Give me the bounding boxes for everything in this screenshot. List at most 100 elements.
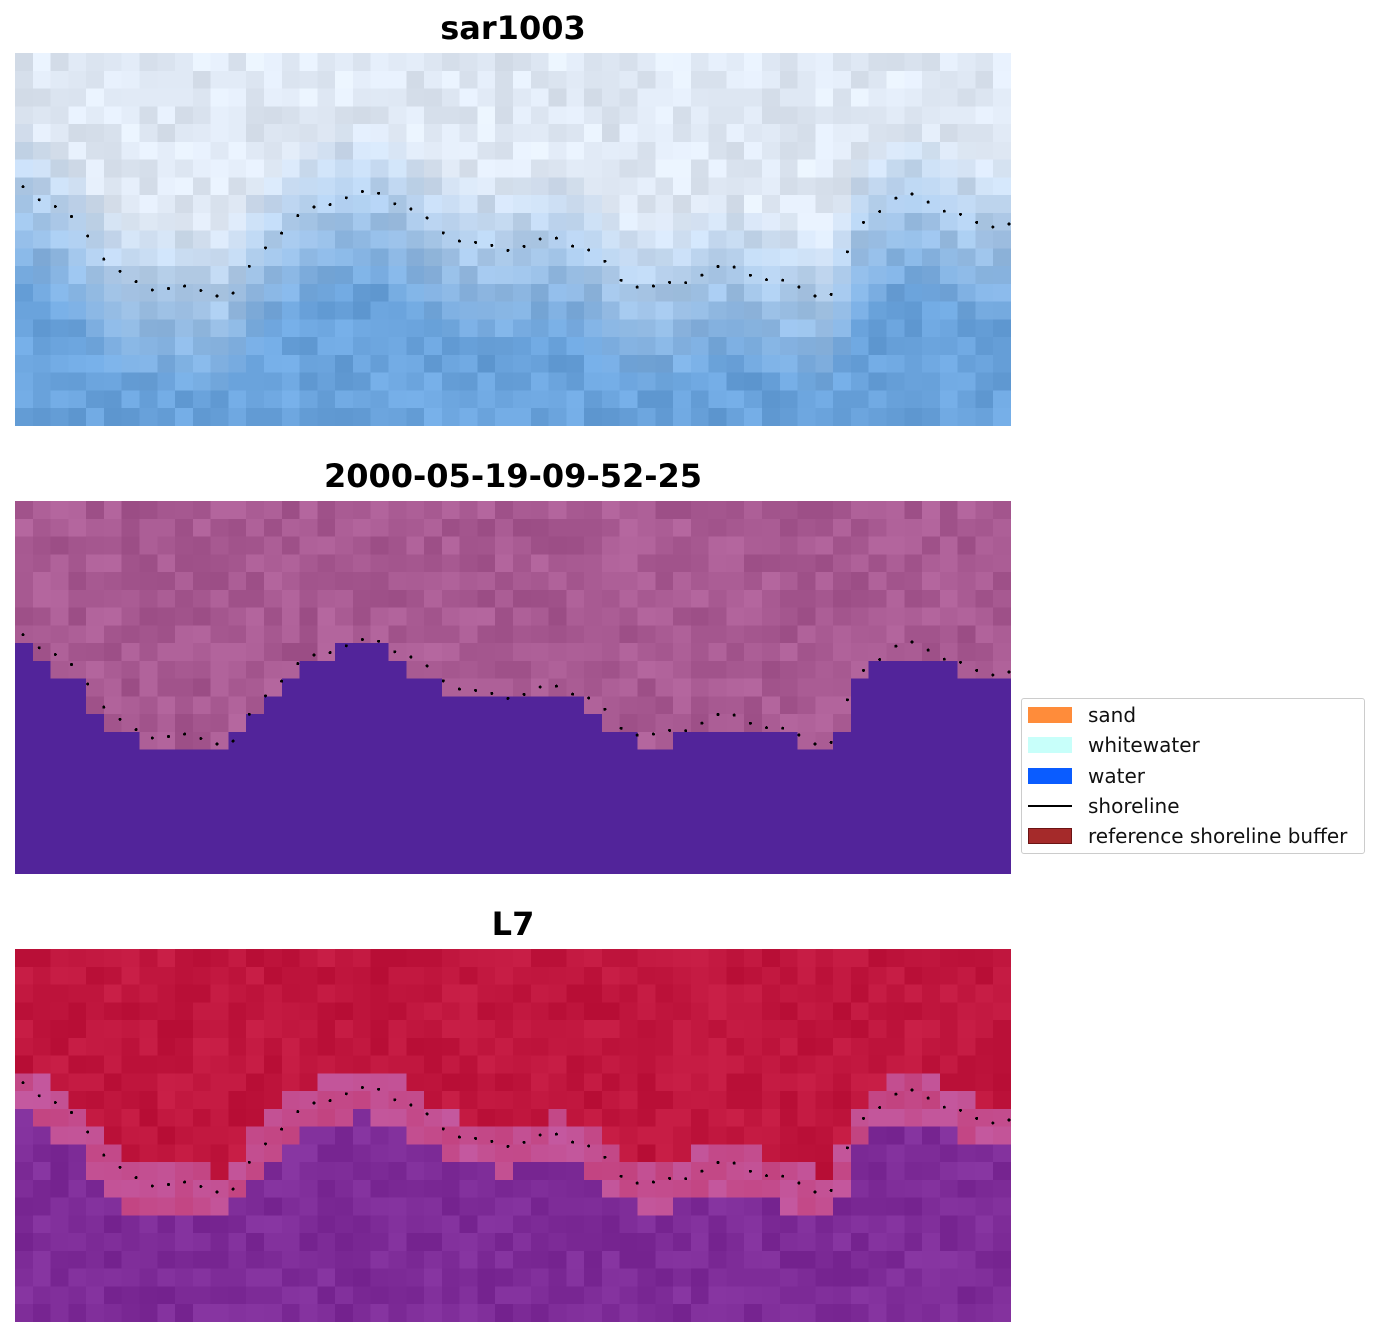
legend-label-reference-buffer: reference shoreline buffer — [1088, 824, 1348, 848]
shoreline-point — [70, 663, 73, 667]
shoreline-point — [765, 1174, 768, 1178]
shoreline-point — [134, 280, 138, 284]
shoreline-point — [21, 185, 25, 189]
shoreline-point — [894, 1092, 898, 1096]
shoreline-point — [264, 246, 267, 250]
shoreline-point — [619, 278, 623, 282]
shoreline-point — [70, 1111, 73, 1115]
shoreline-point — [587, 696, 591, 700]
shoreline-point — [959, 660, 962, 664]
shoreline-point — [247, 264, 251, 268]
shoreline-point — [522, 692, 526, 696]
shoreline-point — [150, 1184, 154, 1188]
shoreline-point — [845, 698, 849, 702]
shoreline-point — [215, 294, 219, 298]
shoreline-point — [910, 192, 914, 196]
shoreline-point — [377, 191, 381, 195]
shoreline-point — [829, 1188, 833, 1192]
shoreline-point — [183, 732, 187, 736]
shoreline-point — [247, 1160, 251, 1164]
shoreline-point — [522, 1140, 526, 1144]
shoreline-point — [312, 1101, 316, 1105]
shoreline-point — [21, 1081, 25, 1085]
shoreline-point — [86, 1130, 90, 1134]
shoreline-point — [862, 220, 865, 224]
legend-label-whitewater: whitewater — [1088, 733, 1200, 757]
shoreline-point — [748, 721, 752, 725]
shoreline-point — [328, 651, 332, 655]
shoreline-point — [942, 209, 946, 213]
rgb-raster — [15, 53, 1011, 426]
shoreline-point — [360, 190, 364, 193]
shoreline-point — [37, 1094, 41, 1098]
title-rgb: sar1003 — [440, 9, 586, 47]
shoreline-point — [441, 679, 445, 683]
whitewater-swatch — [1028, 737, 1072, 753]
shoreline-point — [571, 1140, 575, 1144]
shoreline-point — [215, 742, 219, 746]
shoreline-point — [102, 1153, 106, 1157]
shoreline-point — [102, 257, 106, 261]
shoreline-point — [393, 1098, 397, 1102]
shoreline-point — [942, 1105, 946, 1109]
shoreline-point — [991, 225, 995, 229]
shoreline-point — [813, 294, 817, 298]
shoreline-point — [732, 265, 736, 269]
shoreline-point — [393, 202, 397, 206]
legend-item-sand: sand — [1028, 703, 1136, 727]
panel-classified-image — [15, 501, 1011, 874]
shoreline-point — [862, 668, 865, 672]
legend-item-shoreline: shoreline — [1028, 794, 1180, 818]
shoreline-point — [312, 653, 316, 657]
legend-label-water: water — [1088, 764, 1145, 788]
shoreline-point — [53, 1101, 57, 1104]
shoreline-point — [716, 265, 720, 269]
shoreline-point — [506, 696, 510, 700]
shoreline-point — [538, 685, 542, 689]
shoreline-point — [360, 1086, 364, 1089]
shoreline-point — [619, 726, 623, 730]
shoreline-point — [53, 205, 57, 208]
shoreline-point — [231, 1187, 235, 1191]
shoreline-point — [280, 1127, 284, 1131]
shoreline-point — [37, 198, 41, 202]
shoreline-point — [813, 742, 817, 746]
shoreline-point — [199, 737, 203, 740]
shoreline-point — [134, 728, 138, 732]
shoreline-point — [167, 735, 170, 739]
classified-raster — [15, 501, 1011, 874]
shoreline-point — [651, 732, 655, 736]
shoreline-point — [700, 721, 704, 725]
shoreline-point — [247, 712, 251, 716]
shoreline-point — [538, 237, 542, 241]
shoreline-point — [37, 646, 41, 650]
shoreline-point — [441, 231, 445, 235]
shoreline-point — [150, 736, 154, 740]
sand-swatch — [1028, 707, 1072, 723]
shoreline-point — [1007, 670, 1011, 674]
shoreline-point — [554, 1132, 558, 1136]
shoreline-point — [118, 1165, 122, 1169]
shoreline-point — [457, 687, 461, 691]
shoreline-point — [53, 653, 57, 656]
shoreline-point — [506, 248, 510, 252]
shoreline-point — [716, 1161, 720, 1165]
shoreline-swatch — [1028, 805, 1072, 807]
shoreline-point — [942, 657, 946, 661]
shoreline-point — [393, 650, 397, 654]
shoreline-point — [231, 739, 235, 743]
legend-item-water: water — [1028, 764, 1145, 788]
shoreline-point — [975, 668, 979, 672]
title-index: L7 — [491, 905, 535, 943]
shoreline-point — [474, 1136, 478, 1140]
shoreline-point — [700, 273, 704, 277]
shoreline-point — [813, 1190, 817, 1194]
shoreline-point — [344, 644, 348, 648]
shoreline-point — [894, 196, 898, 200]
legend: sand whitewater water shoreline referenc… — [1021, 698, 1365, 854]
shoreline-point — [344, 196, 348, 200]
shoreline-point — [781, 1174, 785, 1178]
shoreline-point — [425, 664, 429, 668]
shoreline-point — [86, 234, 90, 238]
legend-item-whitewater: whitewater — [1028, 733, 1200, 757]
